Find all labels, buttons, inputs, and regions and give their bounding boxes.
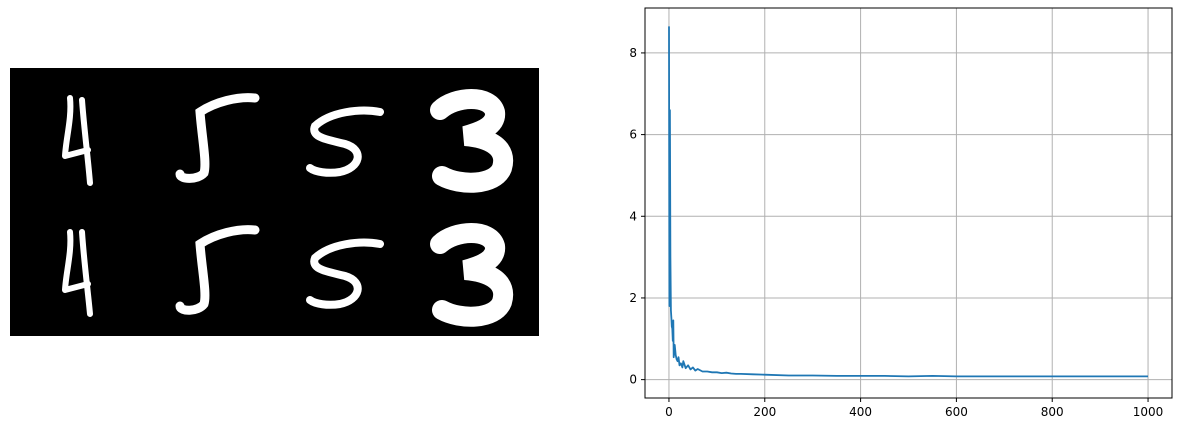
x-tick-label: 1000 — [1133, 405, 1164, 419]
x-tick-label: 600 — [945, 405, 968, 419]
x-tick-label: 800 — [1041, 405, 1064, 419]
loss-series-line — [668, 26, 1148, 378]
y-tick-label: 6 — [629, 128, 637, 142]
digit-3-top — [430, 89, 514, 193]
digit-3-bottom — [430, 223, 514, 327]
y-tick-label: 0 — [629, 373, 637, 387]
digit-5-top-b — [306, 106, 384, 177]
digit-5-bottom-a — [175, 225, 260, 315]
y-tick-label: 2 — [629, 291, 637, 305]
digit-4-top — [62, 95, 93, 186]
x-tick-label: 200 — [753, 405, 776, 419]
x-tick-label: 0 — [665, 405, 673, 419]
digit-5-bottom-b — [306, 238, 384, 309]
digit-5-top-a — [175, 93, 260, 183]
digit-4-bottom — [62, 229, 93, 317]
digit-image — [10, 68, 539, 336]
x-tick-label: 400 — [849, 405, 872, 419]
y-tick-label: 8 — [629, 46, 637, 60]
axes-frame — [644, 7, 1173, 399]
y-tick-label: 4 — [629, 209, 637, 223]
digit-image-grid — [10, 68, 539, 336]
